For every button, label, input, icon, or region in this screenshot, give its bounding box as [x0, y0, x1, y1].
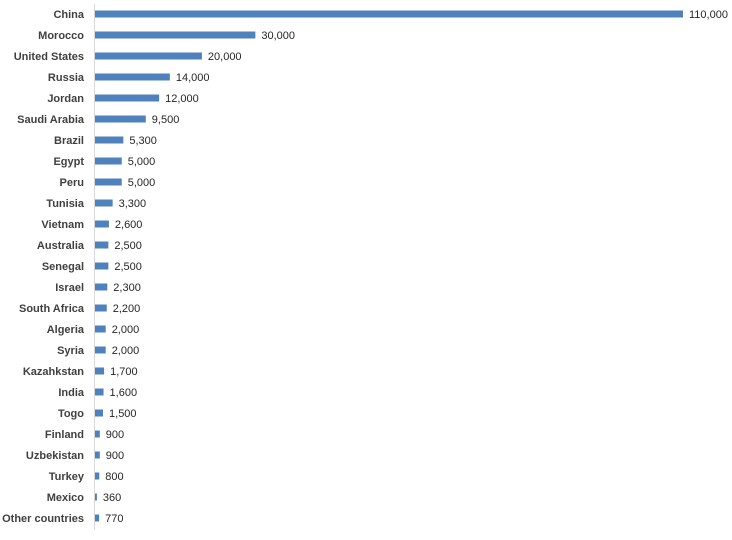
category-label: Peru	[60, 177, 84, 189]
category-label: Uzbekistan	[26, 450, 84, 462]
bar	[95, 451, 100, 459]
data-label: 2,500	[114, 240, 142, 252]
category-label: Finland	[45, 429, 84, 441]
category-label: Jordan	[47, 93, 84, 105]
data-label: 9,500	[152, 114, 180, 126]
bar	[95, 94, 160, 102]
data-label: 900	[106, 450, 124, 462]
bar	[95, 493, 97, 501]
data-label: 3,300	[119, 198, 147, 210]
data-label: 12,000	[165, 93, 199, 105]
category-label: Australia	[37, 240, 85, 252]
bar	[95, 514, 100, 522]
data-label: 800	[105, 471, 123, 483]
data-label: 14,000	[176, 72, 210, 84]
data-label: 5,000	[128, 156, 156, 168]
bar	[95, 199, 113, 207]
bar	[95, 430, 100, 438]
category-label: Mexico	[47, 492, 85, 504]
category-label: Turkey	[49, 471, 85, 483]
data-label: 1,600	[110, 387, 138, 399]
category-label: Kazahkstan	[23, 366, 84, 378]
chart-rows: China 110,000 Morocco 30,000 United States 20…	[2, 9, 728, 525]
data-label: 770	[105, 513, 123, 525]
data-label: 5,300	[129, 135, 157, 147]
bar	[95, 241, 109, 249]
bar	[95, 304, 107, 312]
data-label: 1,500	[109, 408, 137, 420]
data-label: 30,000	[261, 30, 295, 42]
category-label: Senegal	[42, 261, 84, 273]
data-label: 360	[103, 492, 121, 504]
data-label: 2,600	[115, 219, 143, 231]
bar	[95, 262, 109, 270]
data-label: 2,200	[113, 303, 141, 315]
category-label: United States	[14, 51, 84, 63]
data-label: 5,000	[128, 177, 156, 189]
category-label: China	[53, 9, 84, 21]
data-label: 2,000	[112, 345, 140, 357]
data-label: 2,300	[113, 282, 141, 294]
bar	[95, 157, 122, 165]
bar	[95, 73, 170, 81]
category-label: Togo	[58, 408, 84, 420]
data-label: 20,000	[208, 51, 242, 63]
category-label: Russia	[48, 72, 85, 84]
category-label: Vietnam	[41, 219, 84, 231]
bar	[95, 115, 146, 123]
category-label: Israel	[55, 282, 84, 294]
bar	[95, 367, 105, 375]
data-label: 2,000	[112, 324, 140, 336]
bar	[95, 283, 108, 291]
data-label: 2,500	[114, 261, 142, 273]
bar	[95, 325, 106, 333]
category-label: Egypt	[53, 156, 84, 168]
category-label: Tunisia	[46, 198, 85, 210]
bar	[95, 10, 683, 18]
bar	[95, 178, 122, 186]
data-label: 110,000	[689, 9, 728, 21]
bar	[95, 31, 256, 39]
category-label: Other countries	[2, 513, 84, 525]
bar	[95, 136, 124, 144]
bar	[95, 388, 104, 396]
category-label: Algeria	[47, 324, 85, 336]
data-label: 900	[106, 429, 124, 441]
bar	[95, 472, 100, 480]
category-label: Brazil	[54, 135, 84, 147]
category-label: Saudi Arabia	[17, 114, 85, 126]
bar	[95, 52, 202, 60]
bar	[95, 346, 106, 354]
bar	[95, 220, 109, 228]
category-label: Morocco	[38, 30, 84, 42]
category-label: India	[58, 387, 85, 399]
category-label: South Africa	[19, 303, 85, 315]
data-label: 1,700	[110, 366, 138, 378]
category-label: Syria	[57, 345, 85, 357]
bar	[95, 409, 104, 417]
